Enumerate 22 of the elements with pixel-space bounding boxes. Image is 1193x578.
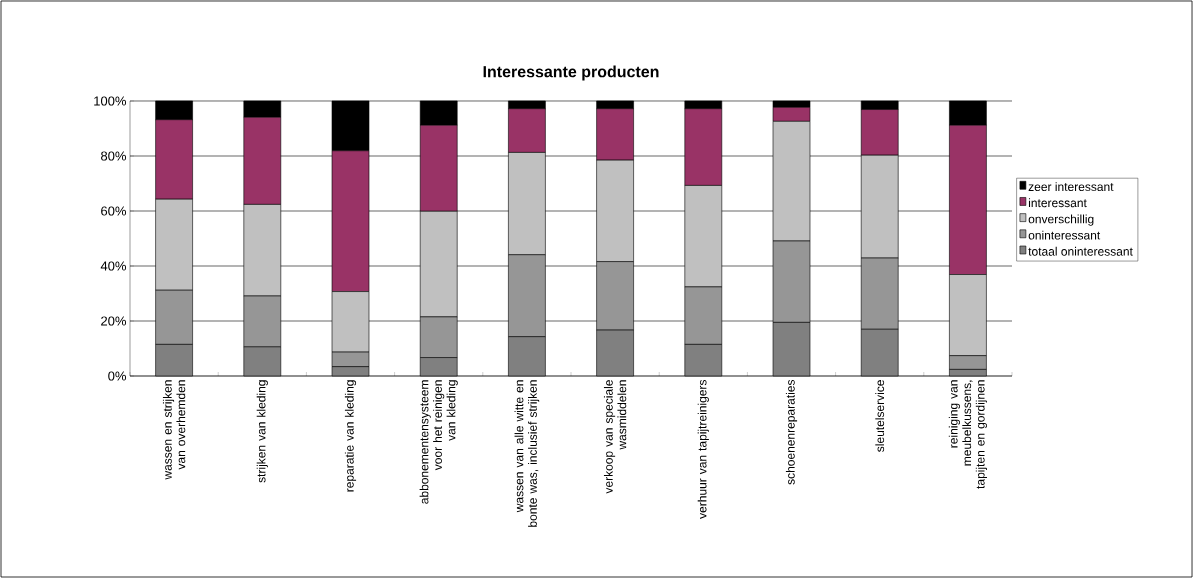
- x-tick-label: wassen van alle witte en bonte was, inclusief strijken: [514, 380, 540, 527]
- x-tick-label: sleutelservice: [875, 380, 885, 452]
- y-tick-label: 40%: [100, 261, 127, 271]
- chart-title: Interessante producten: [483, 65, 659, 81]
- y-tick-label: 80%: [101, 151, 127, 161]
- x-tick-label: schoenenreparaties: [785, 379, 798, 485]
- x-tick-label: verkoop van speciale wasmiddelen: [603, 380, 627, 494]
- y-tick-label: 0%: [108, 371, 127, 381]
- legend-label: zeer interessant: [1028, 182, 1114, 191]
- legend-label: oninteressant: [1028, 230, 1101, 240]
- x-tick-label: abbonementensysteem voor het reinigen van kleding: [419, 380, 458, 504]
- x-tick-label: reparatie van kleding: [344, 380, 357, 492]
- legend-label: totaal oninteressant: [1028, 246, 1133, 256]
- y-tick-label: 20%: [101, 316, 127, 326]
- y-tick-label: 100%: [94, 96, 127, 106]
- legend-label: interessant: [1028, 198, 1087, 208]
- x-tick-label: wassen en strijken van overhemden: [162, 380, 186, 480]
- legend-label: onverschillig: [1028, 214, 1094, 226]
- x-tick-label: verhuur van tapijtreinigers: [697, 379, 709, 519]
- x-tick-label: reiniging van meubelkussens, tapijten en gordijnen: [948, 380, 987, 489]
- y-tick-label: 60%: [101, 206, 127, 216]
- x-tick-label: strijken van kleding: [256, 380, 268, 483]
